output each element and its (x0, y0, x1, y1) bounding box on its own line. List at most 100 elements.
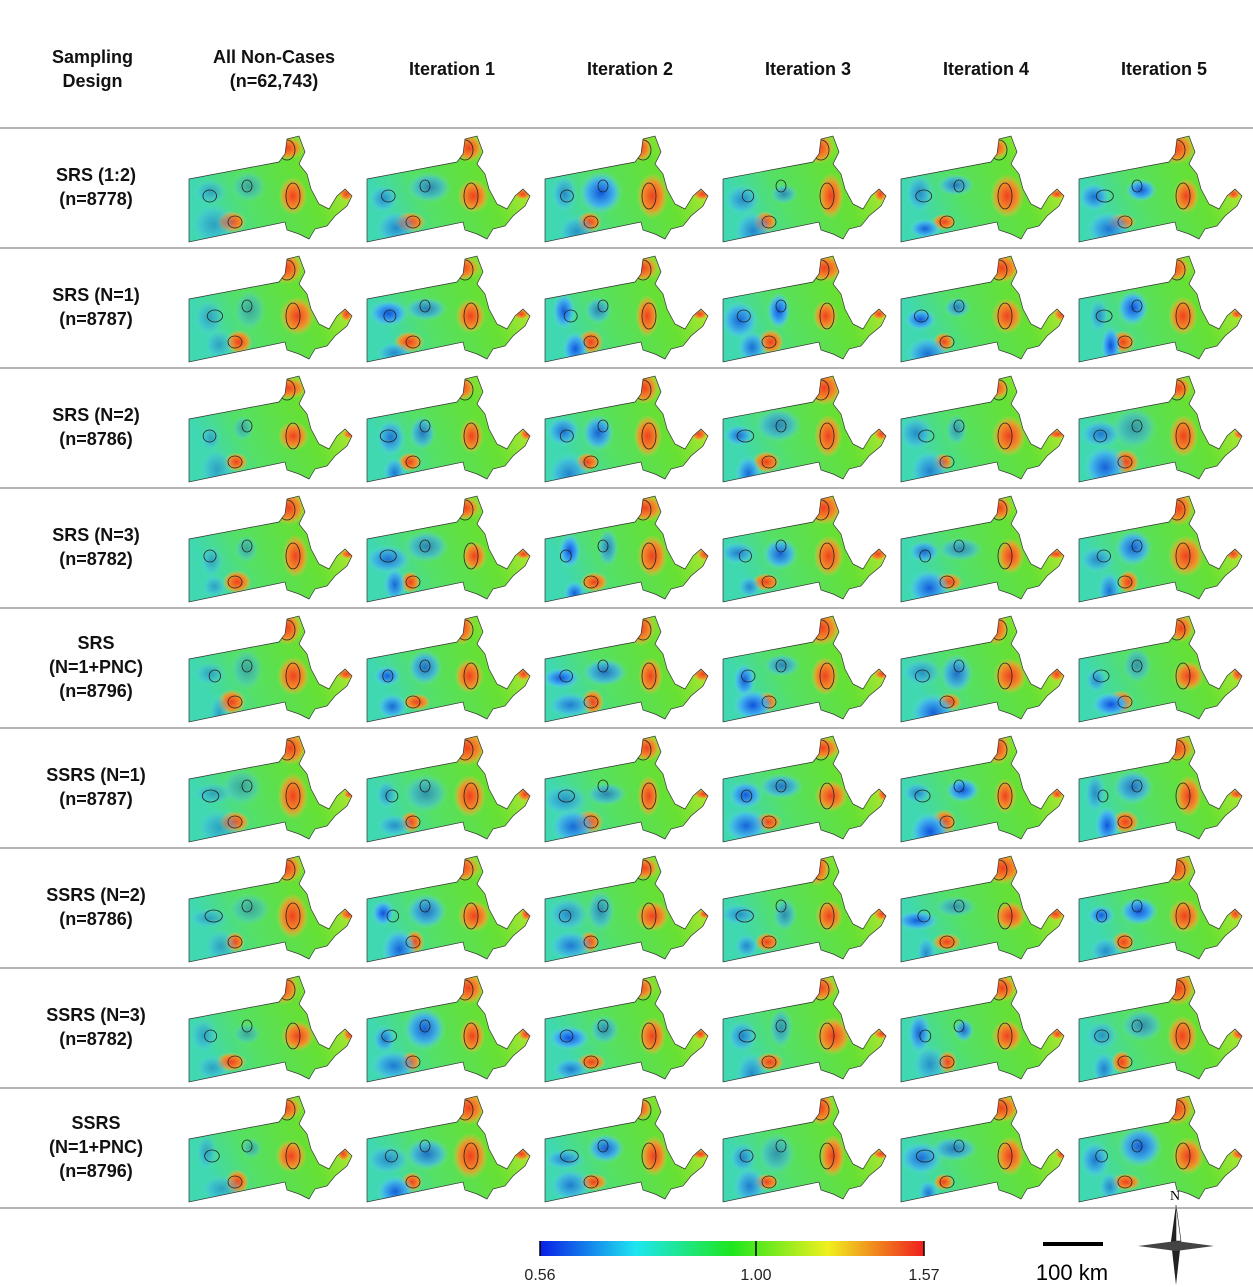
map (721, 132, 891, 251)
hotspot (815, 1017, 851, 1055)
row-label: (n=8778) (59, 189, 133, 209)
map (543, 254, 713, 366)
coldspot (945, 414, 968, 446)
hotspot (275, 1140, 306, 1173)
figure: 100 km N SamplingDesignAll Non-Cases(n=6… (0, 0, 1253, 1287)
map (541, 734, 714, 845)
map (721, 974, 891, 1095)
hotspot (278, 421, 309, 451)
coldspot (548, 692, 592, 717)
coldspot (366, 1145, 410, 1175)
hotspot (811, 657, 839, 696)
map (543, 372, 713, 495)
hotspot (992, 1020, 1023, 1052)
coldspot (1122, 647, 1152, 684)
hotspot (994, 901, 1026, 930)
hotspot (994, 779, 1017, 814)
map-fill (543, 134, 713, 248)
coldspot (374, 665, 402, 686)
map (1077, 852, 1247, 965)
map (899, 1093, 1069, 1206)
coldspot (940, 654, 973, 694)
hotspot (873, 1029, 890, 1039)
map-fill (899, 610, 1069, 732)
map (543, 854, 714, 964)
map-fill (899, 731, 1069, 852)
coldspot (911, 693, 956, 732)
map-fill (541, 734, 714, 845)
map (365, 374, 536, 489)
coldspot (405, 1138, 449, 1171)
colorbar-label: 1.00 (740, 1267, 771, 1284)
map (365, 134, 535, 246)
hotspot (453, 775, 486, 817)
coldspot (230, 648, 263, 691)
column-header: Iteration 1 (409, 59, 495, 79)
coldspot (234, 534, 258, 563)
map (899, 253, 1072, 371)
hotspot (1225, 547, 1241, 560)
hotspot (1168, 536, 1204, 577)
map-fill (365, 494, 535, 604)
coldspot (548, 1026, 590, 1051)
map (895, 852, 1069, 971)
coldspot (191, 203, 237, 246)
map-fill (543, 854, 714, 964)
map (721, 1090, 891, 1205)
coldspot (563, 581, 586, 606)
hotspot (873, 907, 891, 921)
map (365, 972, 535, 1084)
map (543, 134, 713, 248)
hotspot (1175, 775, 1202, 816)
map (899, 731, 1069, 852)
coldspot (231, 171, 267, 203)
coldspot (194, 661, 226, 685)
coldspot (1112, 769, 1153, 805)
map-fill (365, 1091, 535, 1208)
map (543, 974, 713, 1084)
hotspot (518, 1027, 535, 1040)
coldspot (1112, 407, 1158, 450)
column-header: Iteration 5 (1121, 59, 1207, 79)
hotspot (339, 187, 354, 201)
coldspot (371, 900, 394, 926)
coldspot (373, 1025, 397, 1053)
coldspot (758, 1132, 795, 1174)
hotspot (1047, 429, 1068, 439)
map-fill (721, 734, 891, 844)
map (187, 971, 358, 1084)
coldspot (558, 533, 581, 568)
coldspot (582, 414, 614, 451)
coldspot (368, 300, 409, 327)
map-fill (899, 1093, 1069, 1206)
hotspot (270, 252, 304, 284)
hotspot (637, 173, 668, 219)
map (542, 610, 713, 724)
coldspot (1084, 445, 1127, 489)
hotspot (639, 1017, 666, 1055)
map-fill (187, 731, 357, 847)
coldspot (1079, 546, 1115, 573)
map (187, 374, 359, 491)
north-arrow (1138, 1205, 1214, 1285)
coldspot (769, 1007, 793, 1048)
hotspot (1231, 666, 1245, 681)
map (899, 610, 1069, 732)
map-fill (543, 372, 713, 495)
coldspot (734, 934, 758, 958)
map-fill (721, 610, 891, 724)
map (721, 734, 891, 844)
coldspot (906, 336, 949, 371)
coldspot (407, 172, 452, 203)
map-fill (365, 972, 535, 1084)
map-fill (1077, 254, 1247, 366)
coldspot (562, 331, 588, 366)
coldspot (548, 897, 589, 931)
hotspot (460, 1019, 486, 1054)
hotspot (874, 669, 891, 680)
hotspot (452, 1091, 486, 1125)
coldspot (209, 693, 230, 733)
hotspot (982, 610, 1009, 645)
hotspot (990, 174, 1024, 218)
map-fill (1077, 374, 1247, 489)
